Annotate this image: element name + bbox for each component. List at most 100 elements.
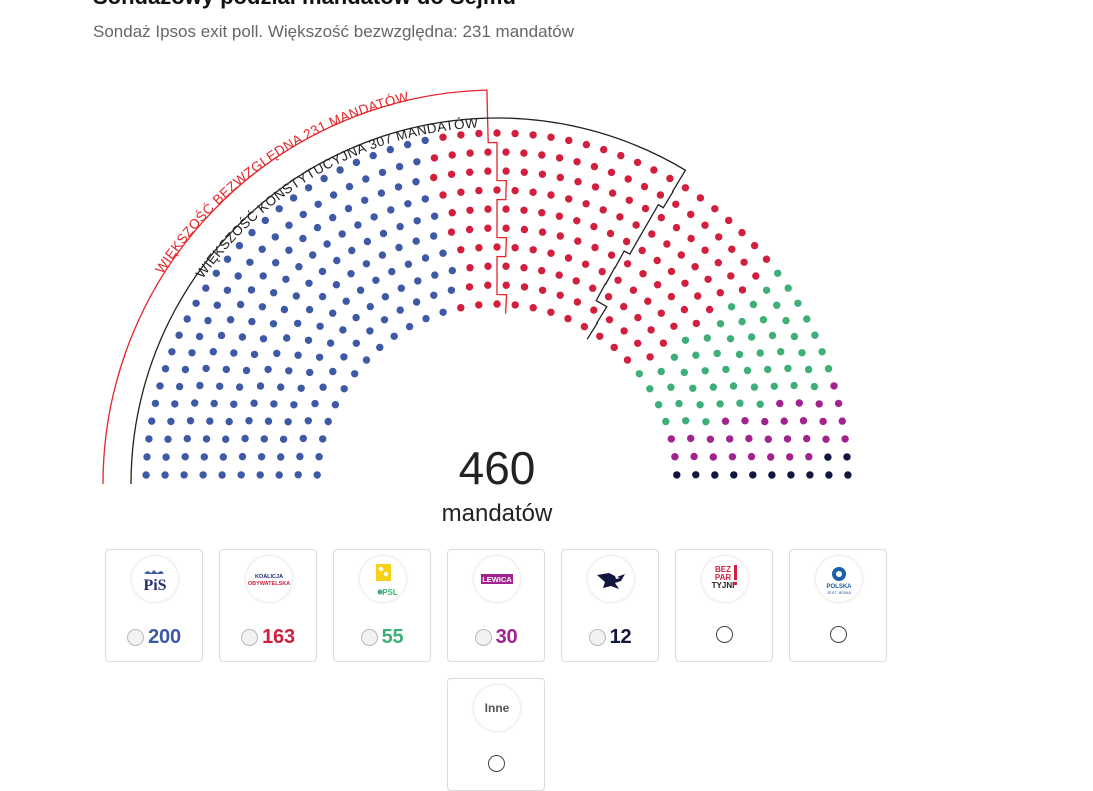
seat-ko [640,182,649,191]
seat-ko [641,204,650,213]
seat-pis [285,246,293,254]
seat-ko [466,149,474,157]
seat-td [726,335,735,343]
seat-konfederacja [749,471,757,479]
seat-pis [277,453,285,461]
seat-pis [299,210,307,219]
seat-ko [610,343,618,352]
seat-pis [142,471,150,479]
radio-ko[interactable] [241,629,259,646]
radio-inne[interactable] [487,755,505,772]
seat-td [716,320,725,328]
constitutional-majority-label: WIĘKSZOŚĆ KONSTYTUCYJNA 307 MANDATÓW [193,115,479,281]
party-card-pis[interactable]: PiS 200 [105,549,203,662]
seat-ko [644,297,652,305]
party-card-bezpartyjni[interactable]: BEZ PAR TYJNI [675,549,773,662]
seat-pis [196,381,204,390]
seat-lewica [783,435,792,443]
seat-pis [238,452,247,461]
seat-lewica [803,434,811,443]
seat-count-lewica: 30 [495,626,518,648]
seat-pis [340,353,348,361]
seat-ko [646,353,654,361]
seat-ko [738,286,747,294]
seat-ko [590,162,599,171]
seat-ko [670,322,678,330]
seat-pis [412,237,420,245]
seat-pis [366,302,374,311]
seat-ko [666,174,674,183]
seat-ko [430,154,439,162]
party-card-lewica[interactable]: LEWICA 30 [447,549,545,662]
seat-td [749,300,758,309]
seat-ko [694,292,702,300]
seat-ko [656,191,665,199]
seat-pis [304,184,313,192]
seat-pis [404,260,413,268]
radio-bezpartyjni[interactable] [715,626,733,643]
seat-pis [439,249,447,257]
seat-pis [270,289,278,297]
seat-pis [216,382,224,390]
seat-td [790,381,798,390]
seat-lewica [767,453,775,461]
seat-ko [520,168,528,176]
seat-ko [547,249,555,257]
radio-konfederacja[interactable] [588,629,606,646]
seat-konfederacja [843,453,851,461]
seat-ko [484,167,492,175]
party-card-ko[interactable]: KOALICJA OBYWATELSKA 163 [219,549,317,662]
seat-pis [403,140,412,149]
seat-ko [475,129,483,138]
seat-td [682,417,690,425]
radio-pis[interactable] [127,629,145,646]
seat-pis [305,305,314,314]
radio-polska-jest-jedna[interactable] [829,626,847,643]
seat-pis [246,258,254,266]
seat-pis [250,350,259,359]
seat-pis [218,471,226,479]
svg-text:JEST JEDNA: JEST JEDNA [827,590,851,595]
seat-pis [329,309,337,317]
seat-pis [386,145,394,154]
seat-ko [590,222,598,231]
seat-lewica [815,400,823,408]
seat-ko [750,241,759,250]
constitutional-majority-line [130,117,687,485]
seat-td [774,269,782,277]
seat-pis [369,151,377,160]
party-card-konfederacja[interactable]: 12 [561,549,659,662]
seat-ko [663,240,671,248]
seat-pis [279,435,288,443]
seat-lewica [745,434,753,443]
seat-pis [326,339,335,347]
ko-logo: KOALICJA OBYWATELSKA [246,556,292,602]
seat-konfederacja [711,471,719,479]
seat-pis [340,385,348,393]
seat-ko [600,145,608,154]
radio-lewica[interactable] [474,629,492,646]
seat-ko [598,267,606,276]
seat-ko [538,228,547,236]
seat-pis [439,308,447,316]
seat-pis [222,435,230,443]
seat-ko [465,225,474,234]
seat-ko [580,322,589,331]
radio-td[interactable] [360,629,378,646]
seat-pis [362,175,370,183]
seat-ko [605,316,614,324]
seat-td [692,351,700,359]
party-card-polska-jest-jedna[interactable]: POLSKA JEST JEDNA [789,549,887,662]
seat-pis [209,348,217,356]
seat-pis [397,284,405,292]
seat-ko [502,281,510,289]
seat-pis [352,339,360,347]
seat-pis [156,382,164,390]
seat-pis [248,317,256,326]
party-card-inne[interactable]: Inne [447,678,545,791]
seat-lewica [667,435,675,443]
party-card-td[interactable]: PSL 55 [333,549,431,662]
seat-ko [439,191,447,199]
seat-pis [405,322,414,331]
seat-pis [447,286,456,294]
